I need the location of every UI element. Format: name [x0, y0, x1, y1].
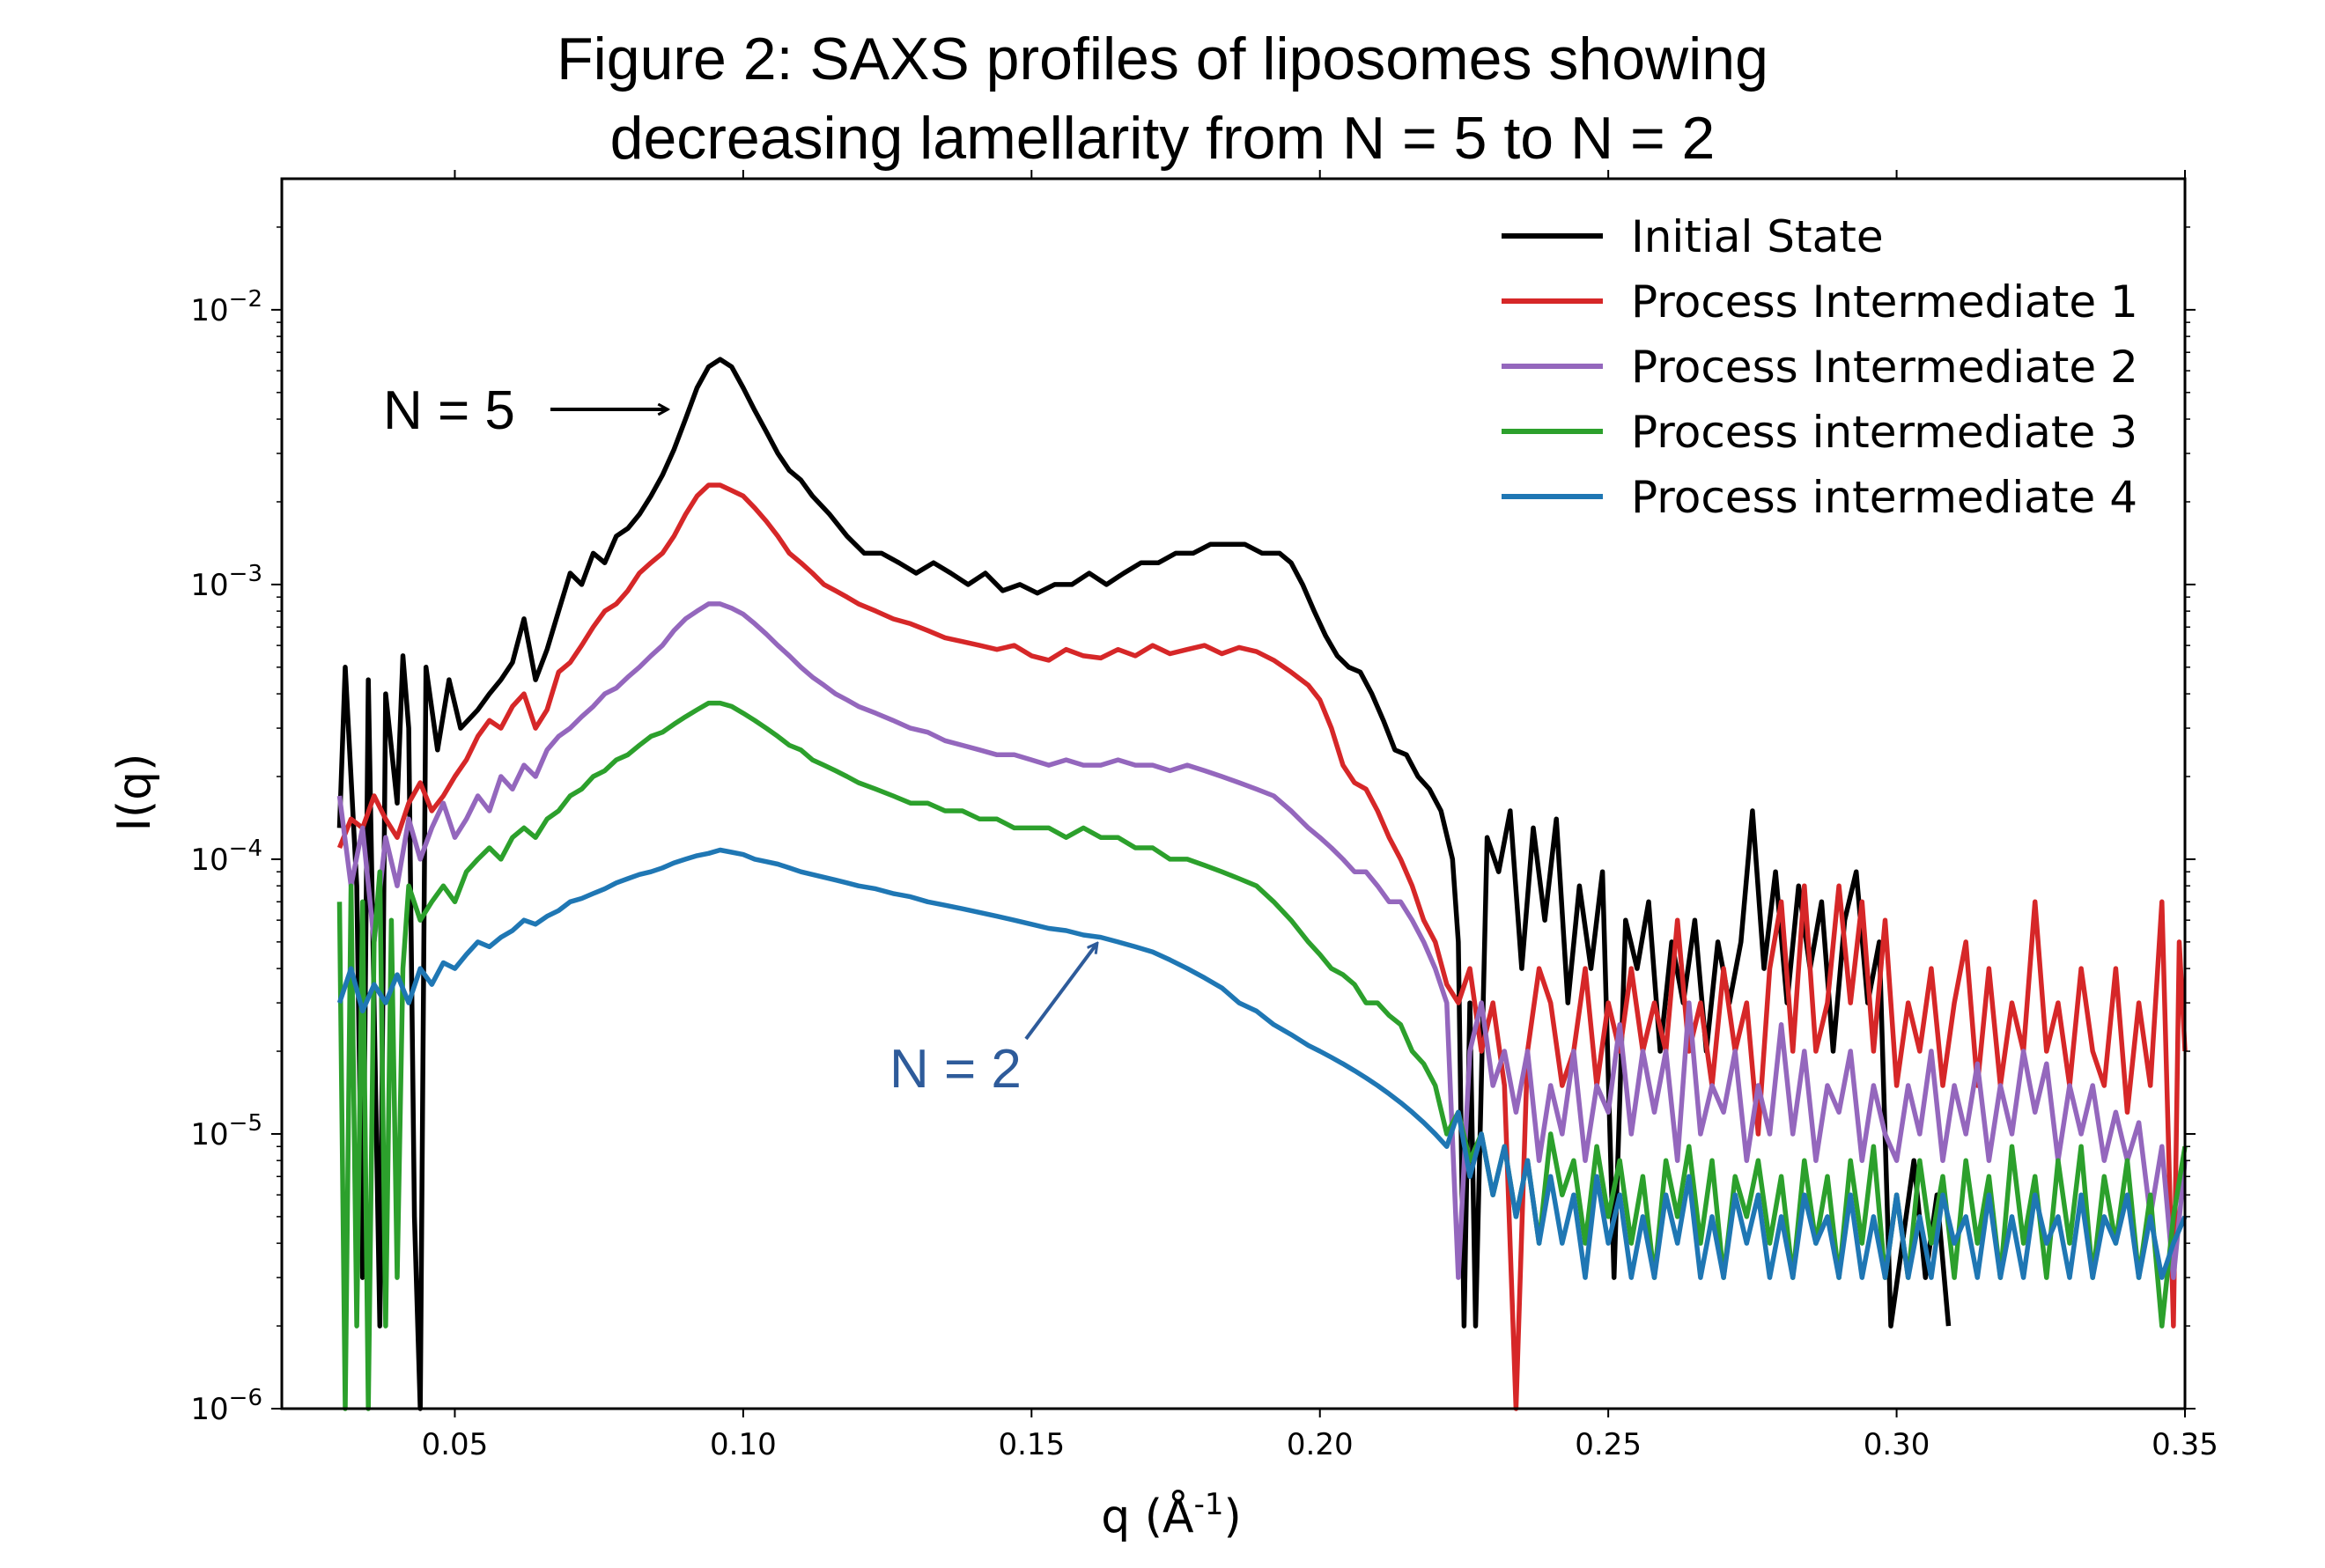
x-axis: 0.05 0.10 0.15 0.20 0.25 0.30 0.35	[422, 170, 2218, 1462]
x-tick-label: 0.35	[2152, 1427, 2218, 1462]
y-axis: 10−6 10−5 10−4 10−3 10−2	[190, 226, 2196, 1427]
series-layer	[336, 357, 2188, 1411]
y-axis-label: I(q)	[108, 754, 161, 832]
annotation-n2-arrow	[1024, 944, 1096, 1041]
x-tick-label: 0.25	[1575, 1427, 1642, 1462]
x-tick-label: 0.10	[710, 1427, 777, 1462]
x-tick-label: 0.15	[998, 1427, 1065, 1462]
series-line-3	[336, 601, 2188, 1280]
chart-title-line-1: Figure 2: SAXS profiles of liposomes sho…	[557, 26, 1768, 92]
x-tick-label: 0.20	[1287, 1427, 1354, 1462]
chart-title-line-2: decreasing lamellarity from N = 5 to N =…	[610, 105, 1716, 172]
x-axis-label: q (Å-1)	[1101, 1487, 1242, 1543]
y-tick-label: 10−6	[190, 1385, 262, 1427]
series-line-4	[336, 700, 2188, 1411]
legend-label-4: Process intermediate 3	[1631, 407, 2137, 458]
legend-label-5: Process intermediate 4	[1631, 472, 2137, 523]
y-tick-label: 10−3	[190, 561, 262, 603]
annotation-n5-label: N = 5	[383, 380, 515, 441]
legend: Initial State Process Intermediate 1 Proce…	[1502, 211, 2138, 523]
series-line-5	[336, 847, 2188, 1280]
x-tick-label: 0.30	[1864, 1427, 1930, 1462]
y-tick-label: 10−4	[190, 836, 262, 878]
series-line-1	[336, 357, 1952, 1411]
annotation-n2-label: N = 2	[889, 1039, 1022, 1100]
annotations: N = 5 N = 2	[383, 380, 1096, 1100]
plot-frame	[280, 177, 2187, 1410]
legend-label-3: Process Intermediate 2	[1631, 342, 2138, 393]
x-tick-label: 0.05	[422, 1427, 489, 1462]
legend-label-2: Process Intermediate 1	[1631, 276, 2138, 328]
y-tick-label: 10−5	[190, 1110, 262, 1152]
y-tick-label: 10−2	[190, 286, 262, 328]
series-line-2	[336, 482, 2188, 1411]
legend-label-1: Initial State	[1631, 211, 1884, 262]
